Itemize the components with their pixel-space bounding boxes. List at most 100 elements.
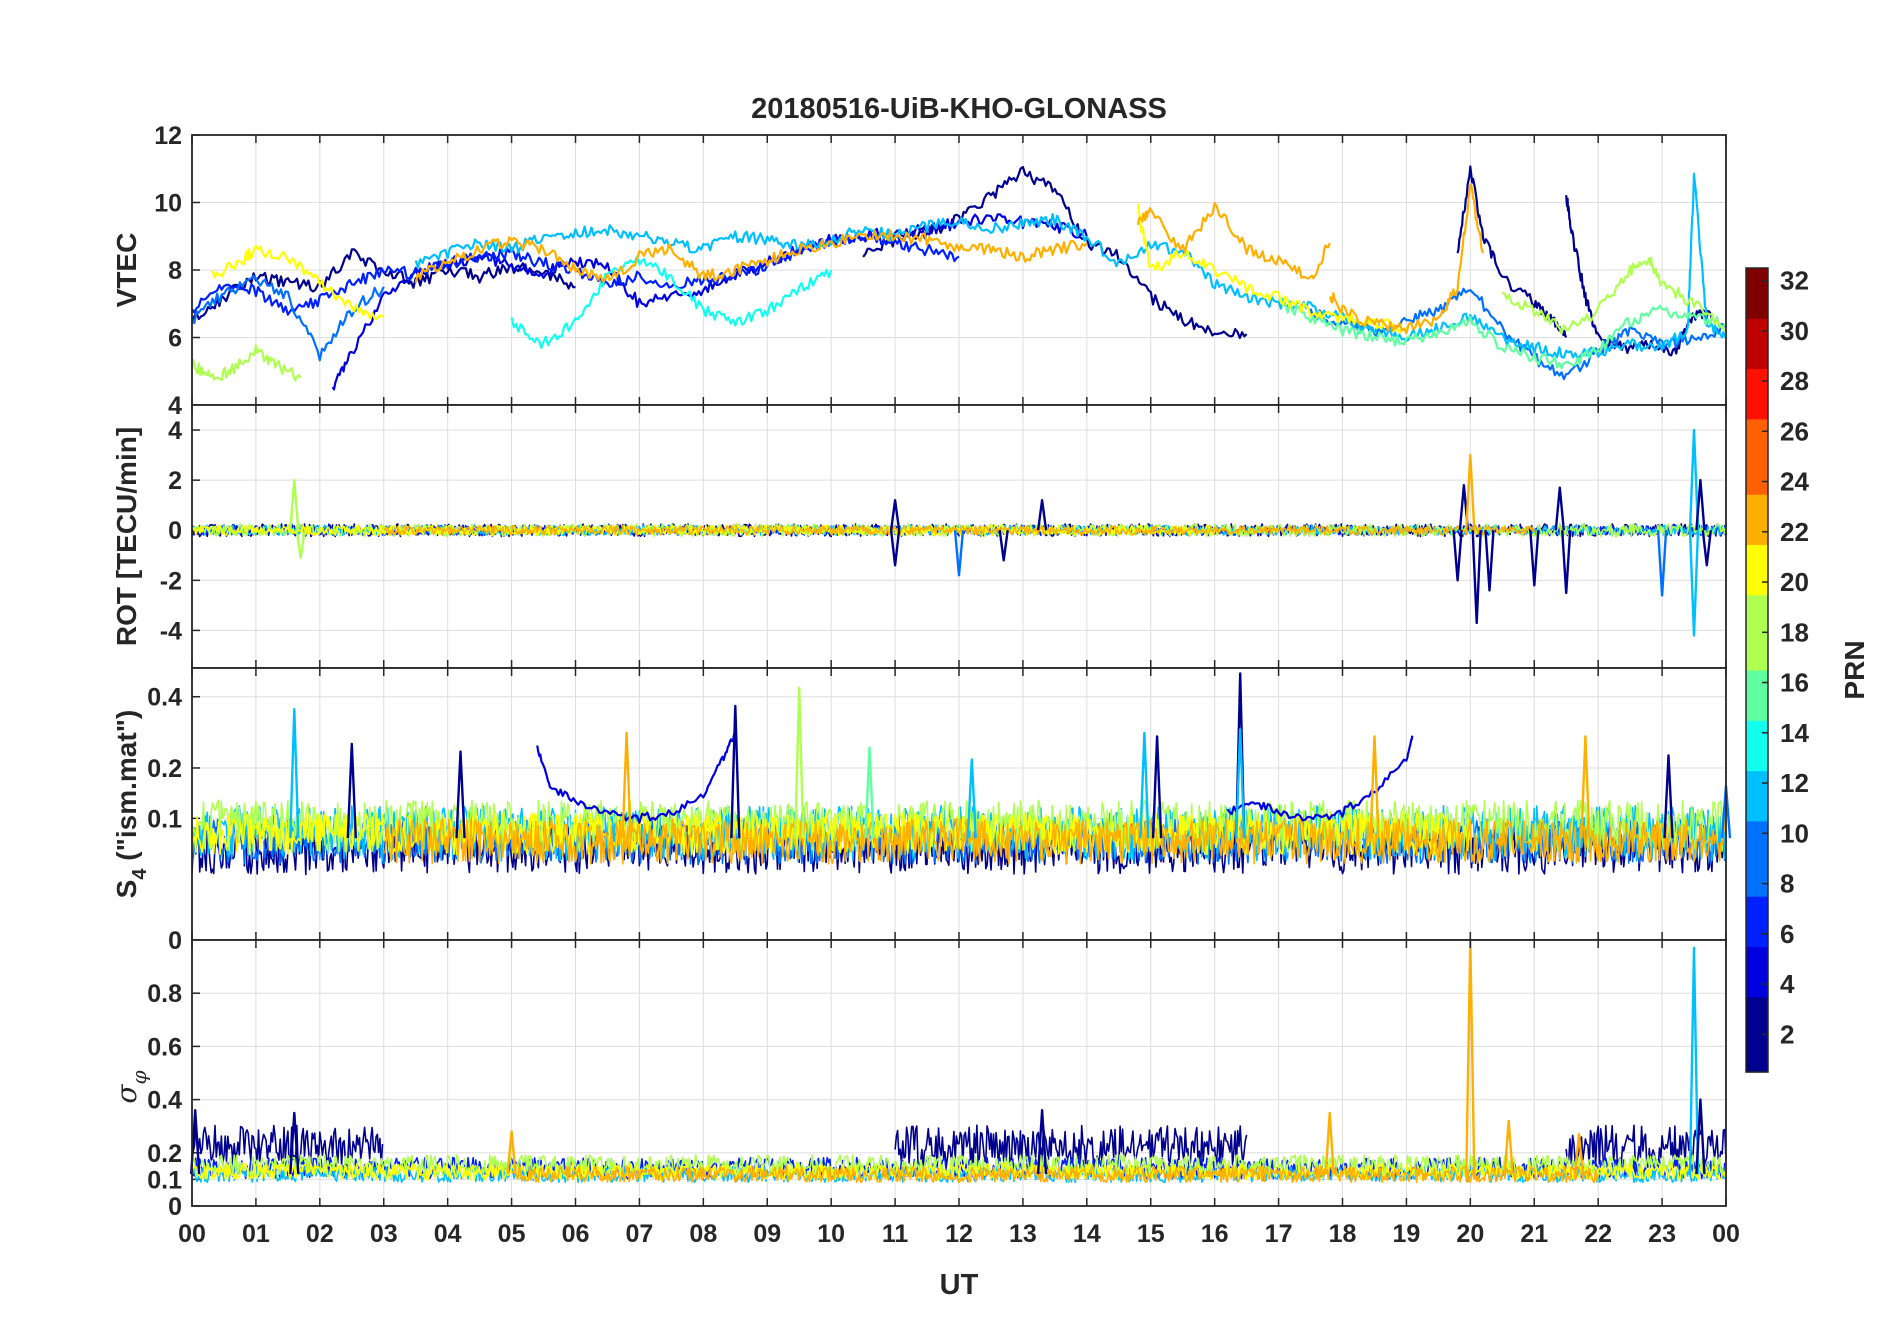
colorbar-segment-24 [1746,469,1768,495]
x-tick-label: 04 [434,1220,462,1248]
spike-prn-10 [953,530,965,577]
y-tick-label: 6 [168,325,182,353]
spike-prn-12 [289,708,300,839]
plot-area [191,428,1727,637]
panel-vtec: 4 6 8 10 12 VTEC [111,122,1727,420]
spike-prn-2 [289,1111,300,1175]
colorbar-tick-label: 12 [1780,768,1809,798]
y-axis-label-main: S [111,880,142,899]
spike-prn-1 [1695,478,1706,531]
spike-prn-12 [966,758,977,839]
noise-series-prn-20 [191,1162,1727,1181]
y-axis-label-main: σ [110,1084,143,1104]
x-tick-label: 11 [882,1220,909,1248]
plot-area [190,939,1727,1184]
spike-prn-1 [889,499,901,531]
noise-series-prn-2 [894,1124,1248,1169]
vtec-series-prn-23 [414,229,1088,283]
y-tick-label: -2 [160,567,182,595]
x-tick-label: 13 [1009,1220,1037,1248]
colorbar-segment-31 [1746,293,1768,319]
spike-prn-1 [455,750,466,839]
spike-prn-23 [1580,735,1591,839]
spike-prn-23 [1369,735,1380,839]
y-tick-label: 0.4 [147,1087,182,1115]
y-axis-label-rest: ("ism.mat") [111,710,142,869]
panel-frame [191,939,1727,1207]
colorbar-segment-5 [1746,946,1768,973]
vtec-series-prn-18 [1501,256,1727,335]
colorbar-segment-20 [1746,569,1768,596]
colorbar-segment-30 [1746,318,1768,344]
spike-prn-1 [1529,530,1540,587]
colorbar-tick-label: 20 [1780,567,1809,597]
x-tick-label: 08 [689,1220,717,1248]
spike-prn-17 [794,686,805,839]
x-tick-label: 12 [945,1220,973,1248]
x-tick-label: 21 [1520,1220,1548,1248]
colorbar-tick-label: 24 [1780,467,1809,497]
spike-prn-2 [1695,1098,1706,1175]
x-tick-label: 10 [817,1220,845,1248]
x-tick-label: 19 [1393,1220,1421,1248]
x-tick-label: 06 [562,1220,590,1248]
y-tick-label: 4 [168,392,182,420]
panel-rot: -4 -2 0 2 4 ROT [TECU/min] [111,404,1727,669]
colorbar-segment-21 [1746,544,1768,571]
spike-prn-1 [1554,486,1565,531]
vtec-series-prn-15 [1278,298,1727,370]
colorbar-segment-10 [1746,820,1768,847]
colorbar-segment-8 [1746,871,1768,897]
y-axis-label-sub: 4 [129,868,151,880]
colorbar-tick-label: 14 [1780,718,1809,748]
colorbar-segment-18 [1746,619,1768,646]
spike-prn-1 [998,530,1009,562]
spike-prn-12 [1688,946,1700,1175]
panel-sigma: 00.10.2 0.4 0.6 0.8 σφ [110,939,1727,1221]
x-tick-label: 00 [178,1220,206,1248]
colorbar-segment-4 [1746,971,1768,998]
colorbar-segment-9 [1746,845,1768,872]
x-tick-label: 02 [306,1220,334,1248]
colorbar-segment-1 [1746,1046,1768,1073]
spike-prn-23 [506,1130,517,1175]
spike-prn-23 [1324,1111,1335,1175]
colorbar-segment-12 [1746,770,1768,797]
colorbar-tick-label: 4 [1780,969,1795,999]
colorbar-tick-label: 2 [1780,1019,1794,1049]
colorbar-segment-19 [1746,594,1768,621]
spike-prn-1 [1663,754,1674,839]
x-tick-label: 15 [1137,1220,1165,1248]
vtec-series-prn-10 [191,274,385,362]
spike-prn-23 [1573,1133,1585,1175]
colorbar-segment-16 [1746,670,1768,696]
spike-prn-1 [1036,499,1048,531]
y-tick-label: 10 [154,190,182,218]
colorbar-segment-26 [1746,418,1768,445]
panel-s4: 00.10.20.4S4 ("ism.mat") [111,667,1732,955]
colorbar-tick-label: 30 [1780,316,1809,346]
colorbar-tick-label: 32 [1780,266,1809,296]
spike-prn-1 [889,530,901,567]
colorbar-segment-6 [1746,921,1768,947]
colorbar-segment-14 [1746,720,1768,746]
y-tick-label: 2 [168,467,182,495]
colorbar-segment-28 [1746,368,1768,395]
noise-series-prn-17 [191,1154,1727,1177]
x-tick-label: 22 [1584,1220,1612,1248]
noise-series-prn-12 [191,1165,1727,1184]
spike-prn-17 [289,478,300,531]
x-tick-label: 00 [1712,1220,1740,1248]
y-tick-label: 0.8 [147,980,182,1008]
y-tick-label: 0.4 [147,684,182,712]
spike-prn-12 [1139,731,1150,839]
spike-prn-17 [295,530,306,559]
spike-prn-12 [1688,530,1700,637]
y-tick-label: 8 [168,257,182,285]
spike-prn-15 [864,746,875,839]
x-tick-label: 18 [1329,1220,1357,1248]
y-tick-label: -4 [160,617,182,645]
y-tick-label: 12 [154,122,182,150]
spike-prn-1 [1452,530,1463,582]
